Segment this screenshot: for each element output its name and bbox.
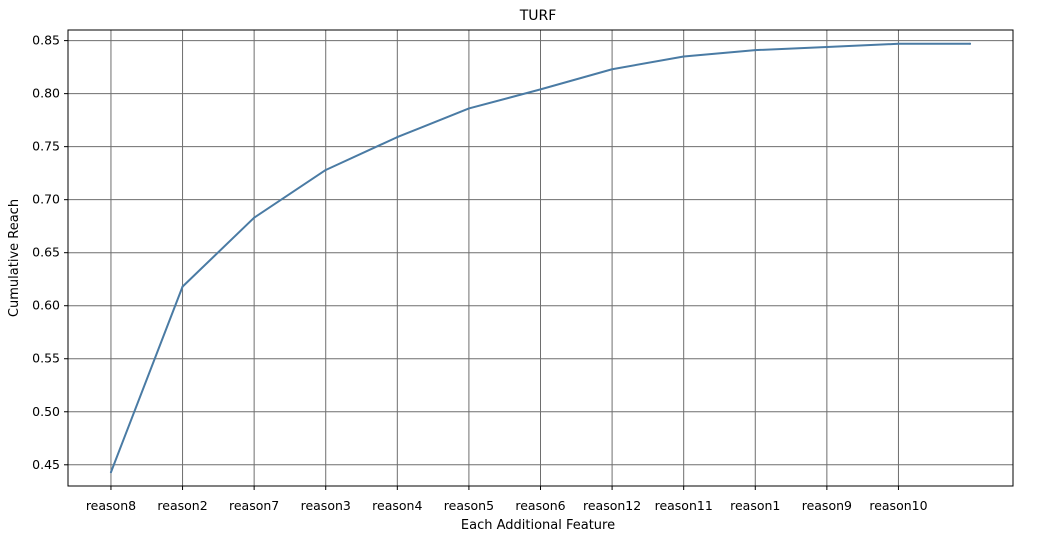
x-tick-label: reason8 bbox=[86, 498, 136, 513]
x-tick-label: reason1 bbox=[730, 498, 780, 513]
data-point bbox=[539, 88, 542, 91]
data-point bbox=[754, 49, 757, 52]
x-axis-label: Each Additional Feature bbox=[461, 518, 615, 533]
x-tick-label: reason11 bbox=[655, 498, 713, 513]
data-point bbox=[682, 55, 685, 58]
data-point bbox=[969, 42, 972, 45]
chart-title: TURF bbox=[519, 8, 557, 24]
y-axis-label: Cumulative Reach bbox=[7, 199, 22, 317]
y-tick-label: 0.75 bbox=[32, 139, 60, 154]
x-axis: reason8 reason2 reason7 reason3 reason4 reaso… bbox=[86, 486, 928, 513]
x-tick-label: reason5 bbox=[444, 498, 494, 513]
y-tick-label: 0.55 bbox=[32, 351, 60, 366]
x-tick-label: reason9 bbox=[802, 498, 852, 513]
data-point bbox=[897, 42, 900, 45]
x-tick-label: reason4 bbox=[372, 498, 422, 513]
data-point bbox=[109, 471, 112, 474]
data-point bbox=[324, 168, 327, 171]
x-tick-label: reason2 bbox=[157, 498, 207, 513]
data-point bbox=[253, 216, 256, 219]
x-tick-label: reason10 bbox=[869, 498, 927, 513]
data-point bbox=[611, 68, 614, 71]
y-tick-label: 0.80 bbox=[32, 86, 60, 101]
y-tick-label: 0.70 bbox=[32, 192, 60, 207]
y-tick-label: 0.50 bbox=[32, 404, 60, 419]
x-tick-label: reason6 bbox=[515, 498, 565, 513]
data-point bbox=[825, 45, 828, 48]
y-tick-label: 0.85 bbox=[32, 33, 60, 48]
x-tick-label: reason3 bbox=[301, 498, 351, 513]
grid-lines bbox=[68, 30, 1013, 486]
series-layer bbox=[109, 42, 972, 474]
data-point bbox=[396, 136, 399, 139]
y-tick-label: 0.45 bbox=[32, 457, 60, 472]
y-tick-label: 0.60 bbox=[32, 298, 60, 313]
x-tick-label: reason12 bbox=[583, 498, 641, 513]
y-axis: 0.45 0.50 0.55 0.60 0.65 0.70 0.75 0.80 0.85 bbox=[32, 33, 68, 472]
x-tick-label: reason7 bbox=[229, 498, 279, 513]
data-point bbox=[181, 285, 184, 288]
data-point bbox=[467, 107, 470, 110]
y-tick-label: 0.65 bbox=[32, 245, 60, 260]
